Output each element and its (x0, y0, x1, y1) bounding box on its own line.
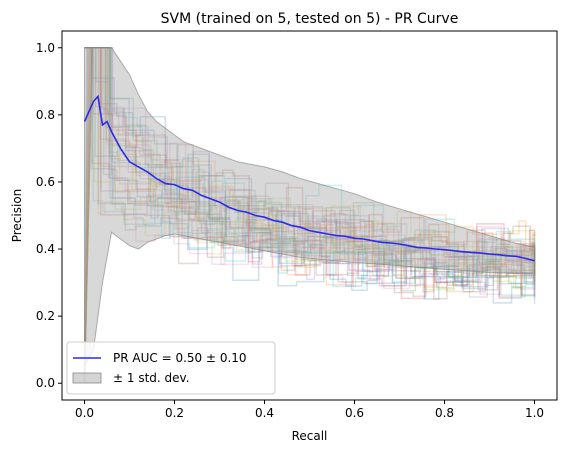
fold-curve (84, 47, 536, 267)
x-tick-label: 0.0 (75, 406, 94, 420)
fold-curve (84, 47, 536, 278)
x-tick-label: 0.4 (255, 406, 274, 420)
fold-curve (83, 47, 536, 384)
legend-band-label: ± 1 std. dev. (113, 371, 190, 385)
fold-curve (84, 47, 536, 283)
fold-curve (83, 47, 536, 384)
legend-box (66, 341, 276, 395)
fold-curve (84, 47, 536, 289)
legend: PR AUC = 0.50 ± 0.10 ± 1 std. dev. (66, 341, 276, 395)
y-tick-label: 1.0 (36, 41, 55, 55)
fold-curve (83, 47, 536, 384)
y-tick-label: 0.0 (36, 376, 55, 390)
fold-curve (83, 47, 536, 384)
fold-curve (83, 47, 536, 384)
x-axis-label: Recall (292, 429, 328, 443)
axes: 0.0 0.2 0.4 0.6 0.8 1.0 0.0 0.2 0.4 0.6 0.8 1.0 (36, 41, 544, 420)
fold-curve (84, 47, 536, 276)
x-tick-label: 1.0 (525, 406, 544, 420)
fold-curve (84, 47, 536, 296)
chart-title: SVM (trained on 5, tested on 5) - PR Cur… (161, 11, 459, 27)
fold-curve (83, 47, 536, 384)
x-tick-label: 0.2 (165, 406, 184, 420)
fold-curve (84, 47, 536, 274)
fold-curve (83, 47, 536, 384)
mean-pr-curve (83, 94, 535, 262)
fold-curve (84, 47, 536, 299)
y-axis-label: Precision (10, 189, 24, 243)
fold-curve (84, 47, 536, 277)
plot-area (83, 47, 536, 384)
fold-curve (84, 47, 536, 278)
fold-curve (84, 47, 536, 300)
fold-curve (83, 47, 536, 384)
fold-curve (83, 47, 536, 384)
fold-curve (83, 47, 536, 384)
fold-curve (83, 47, 536, 384)
fold-curve (84, 47, 536, 273)
fold-curve (84, 47, 536, 271)
fold-curve (83, 47, 536, 384)
y-tick-label: 0.2 (36, 309, 55, 323)
fold-curve (84, 47, 536, 272)
fold-curve (84, 47, 536, 298)
std-dev-band (84, 47, 535, 367)
fold-curve (83, 47, 536, 384)
y-tick-label: 0.4 (36, 242, 55, 256)
x-tick-label: 0.8 (435, 406, 454, 420)
plot-frame (61, 30, 558, 401)
y-tick-label: 0.8 (36, 108, 55, 122)
y-tick-label: 0.6 (36, 175, 55, 189)
fold-curve (83, 47, 536, 384)
legend-mean-label: PR AUC = 0.50 ± 0.10 (113, 351, 247, 365)
fold-curve (84, 47, 536, 291)
fold-curve (84, 47, 536, 290)
fold-curve (84, 47, 536, 300)
fold-curve (83, 47, 536, 384)
legend-band-swatch (72, 372, 102, 384)
x-tick-label: 0.6 (345, 406, 364, 420)
fold-curve (84, 47, 536, 275)
